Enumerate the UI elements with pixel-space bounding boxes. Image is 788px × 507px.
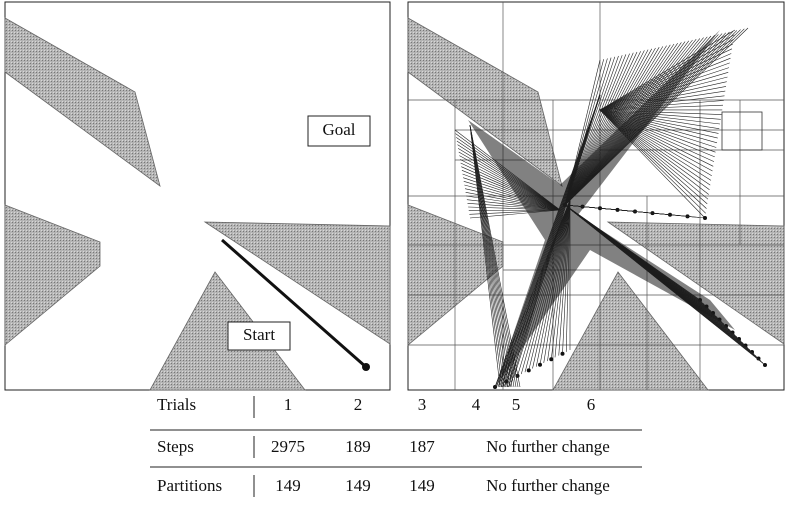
agent (362, 363, 370, 371)
left-panel: Goal Start (5, 2, 390, 390)
cell: 189 (345, 437, 371, 456)
cell: 6 (587, 395, 596, 414)
cell: 187 (409, 437, 435, 456)
cell: 1 (284, 395, 293, 414)
cell: 149 (345, 476, 371, 495)
results-table: Trials 1 2 3 4 5 6 Steps 2975 189 187 No… (150, 395, 642, 497)
cell: 4 (472, 395, 481, 414)
goal-label: Goal (322, 120, 355, 139)
trajectory-point (763, 363, 767, 367)
cell: 5 (512, 395, 521, 414)
cell: 2 (354, 395, 363, 414)
trajectory-point (538, 363, 542, 367)
cell: 149 (275, 476, 301, 495)
row-label: Partitions (157, 476, 222, 495)
row-label: Steps (157, 437, 194, 456)
cell: 3 (418, 395, 427, 414)
trajectory-point (527, 368, 531, 372)
trajectory-point (561, 352, 565, 356)
cell: No further change (486, 437, 610, 456)
cell: 2975 (271, 437, 305, 456)
trajectory-point (549, 357, 553, 361)
cell: 149 (409, 476, 435, 495)
trajectory-point (703, 216, 707, 220)
row-label: Trials (157, 395, 196, 414)
start-label: Start (243, 325, 275, 344)
right-panel (408, 2, 784, 390)
cell: No further change (486, 476, 610, 495)
